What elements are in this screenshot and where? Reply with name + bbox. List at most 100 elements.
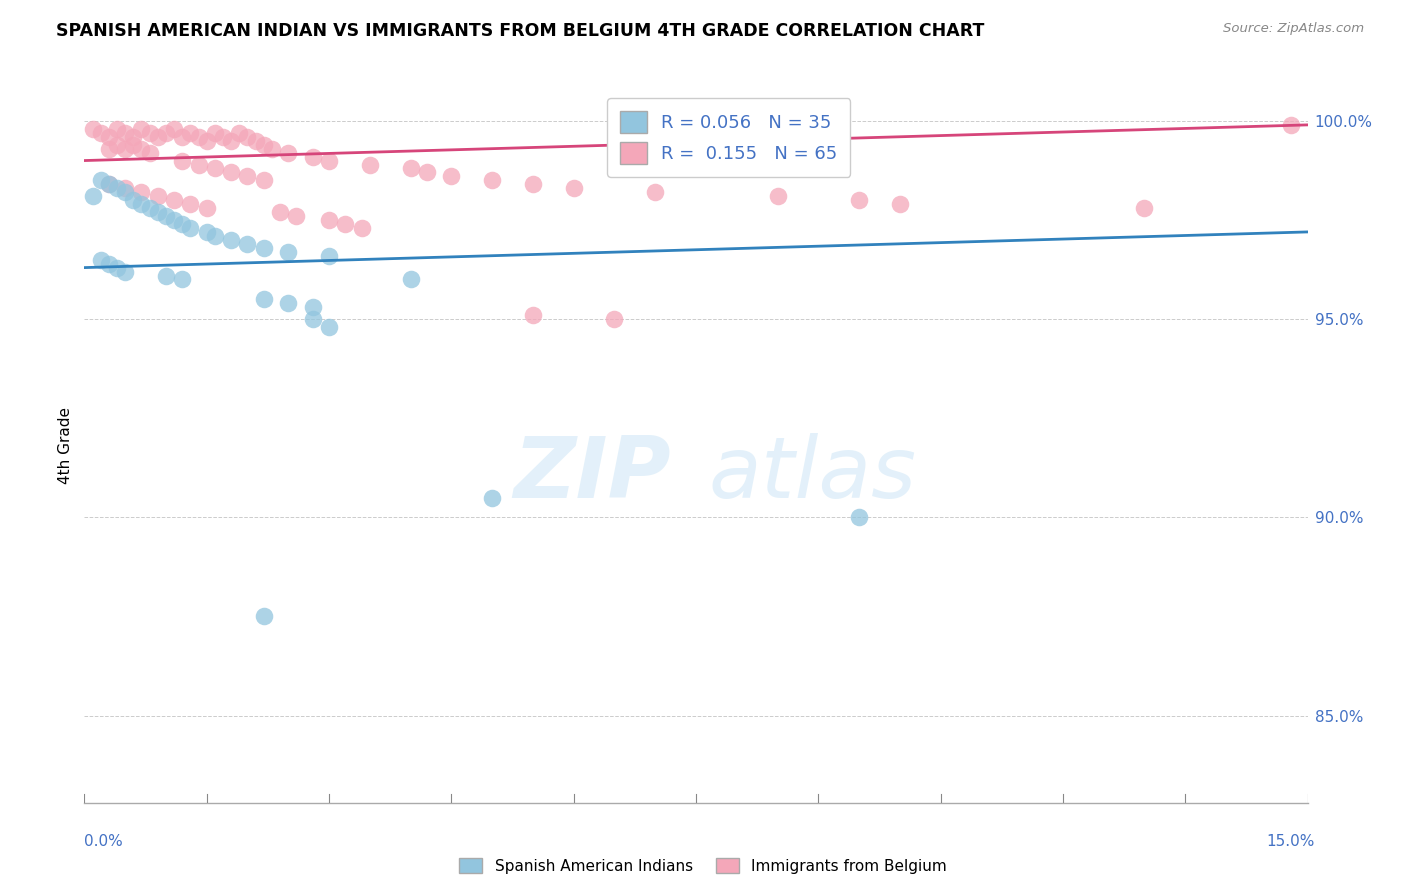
Point xyxy=(179,197,201,211)
Text: ZIP: ZIP xyxy=(513,433,671,516)
Point xyxy=(204,161,226,176)
Point xyxy=(163,213,186,227)
Text: atlas: atlas xyxy=(709,433,917,516)
Point xyxy=(253,137,276,152)
Point xyxy=(138,201,160,215)
Point xyxy=(236,236,259,251)
Point xyxy=(97,178,120,192)
Point xyxy=(318,249,340,263)
Point xyxy=(195,201,218,215)
Point xyxy=(131,142,153,156)
Point xyxy=(97,142,120,156)
Point xyxy=(301,312,323,326)
Point xyxy=(122,129,145,144)
Point xyxy=(172,129,194,144)
Legend: R = 0.056   N = 35, R =  0.155   N = 65: R = 0.056 N = 35, R = 0.155 N = 65 xyxy=(607,98,851,177)
Point xyxy=(301,300,323,314)
Point xyxy=(245,134,267,148)
Point xyxy=(122,137,145,152)
Point xyxy=(236,169,259,184)
Point xyxy=(285,209,308,223)
Point xyxy=(163,121,186,136)
Text: 15.0%: 15.0% xyxy=(1267,834,1315,849)
Point xyxy=(187,129,209,144)
Point xyxy=(105,181,128,195)
Point xyxy=(114,142,136,156)
Point xyxy=(277,145,299,160)
Point xyxy=(90,252,112,267)
Point xyxy=(179,126,201,140)
Point xyxy=(90,173,112,187)
Legend: Spanish American Indians, Immigrants from Belgium: Spanish American Indians, Immigrants fro… xyxy=(453,852,953,880)
Point xyxy=(146,189,169,203)
Point xyxy=(253,241,276,255)
Point xyxy=(481,491,503,505)
Point xyxy=(562,181,585,195)
Point xyxy=(253,173,276,187)
Point xyxy=(122,193,145,207)
Point xyxy=(644,186,666,200)
Point xyxy=(105,260,128,275)
Point xyxy=(105,121,128,136)
Point xyxy=(146,205,169,219)
Point xyxy=(212,129,235,144)
Point xyxy=(236,129,259,144)
Point xyxy=(97,178,120,192)
Point xyxy=(269,205,291,219)
Point xyxy=(301,150,323,164)
Point xyxy=(440,169,463,184)
Point xyxy=(82,189,104,203)
Point xyxy=(172,217,194,231)
Point xyxy=(114,186,136,200)
Point xyxy=(1279,118,1302,132)
Point xyxy=(335,217,357,231)
Point xyxy=(172,272,194,286)
Point xyxy=(195,225,218,239)
Text: 0.0%: 0.0% xyxy=(84,834,124,849)
Point xyxy=(131,197,153,211)
Point xyxy=(172,153,194,168)
Point xyxy=(179,221,201,235)
Point xyxy=(195,134,218,148)
Point xyxy=(228,126,250,140)
Point xyxy=(155,126,177,140)
Point xyxy=(187,157,209,171)
Point xyxy=(350,221,373,235)
Point xyxy=(146,129,169,144)
Point xyxy=(889,197,911,211)
Point xyxy=(204,228,226,243)
Point xyxy=(253,609,276,624)
Point xyxy=(131,186,153,200)
Point xyxy=(163,193,186,207)
Text: Source: ZipAtlas.com: Source: ZipAtlas.com xyxy=(1223,22,1364,36)
Point xyxy=(848,510,870,524)
Point xyxy=(318,213,340,227)
Y-axis label: 4th Grade: 4th Grade xyxy=(58,408,73,484)
Point xyxy=(253,293,276,307)
Point xyxy=(138,145,160,160)
Point xyxy=(277,244,299,259)
Point xyxy=(318,320,340,334)
Point xyxy=(90,126,112,140)
Point xyxy=(318,153,340,168)
Point xyxy=(522,308,544,322)
Point xyxy=(97,257,120,271)
Point xyxy=(155,209,177,223)
Point xyxy=(260,142,283,156)
Point xyxy=(114,181,136,195)
Point xyxy=(522,178,544,192)
Point xyxy=(603,312,626,326)
Point xyxy=(1133,201,1156,215)
Point xyxy=(416,165,439,179)
Point xyxy=(399,272,422,286)
Point xyxy=(219,165,242,179)
Point xyxy=(114,264,136,278)
Point xyxy=(204,126,226,140)
Point xyxy=(277,296,299,310)
Point xyxy=(97,129,120,144)
Point xyxy=(131,121,153,136)
Point xyxy=(138,126,160,140)
Point xyxy=(399,161,422,176)
Text: SPANISH AMERICAN INDIAN VS IMMIGRANTS FROM BELGIUM 4TH GRADE CORRELATION CHART: SPANISH AMERICAN INDIAN VS IMMIGRANTS FR… xyxy=(56,22,984,40)
Point xyxy=(219,233,242,247)
